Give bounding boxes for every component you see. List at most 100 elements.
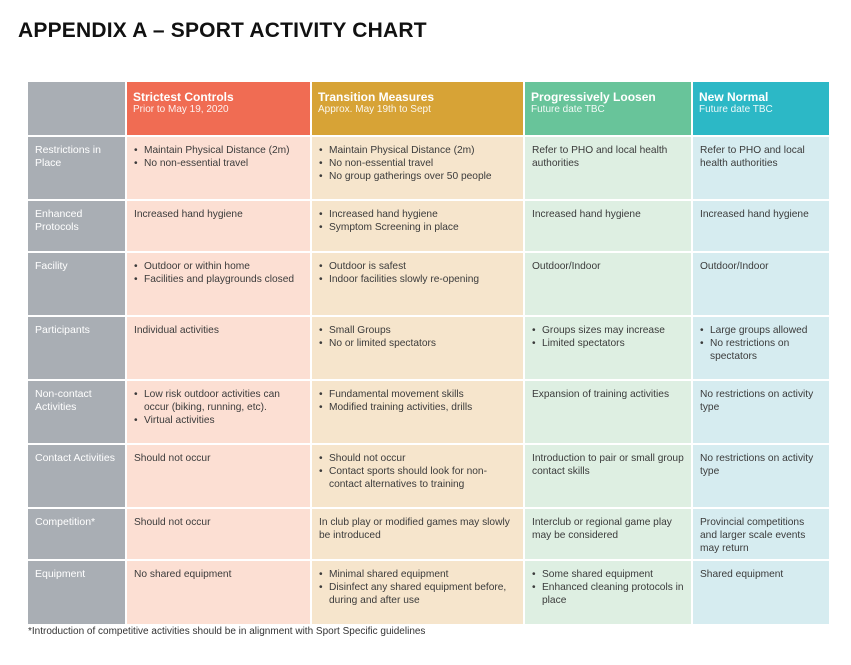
cell-text: Refer to PHO and local health authoritie… — [700, 145, 805, 169]
table-cell: Small GroupsNo or limited spectators — [312, 317, 523, 379]
bullet-list: Fundamental movement skillsModified trai… — [319, 388, 517, 414]
table-cell: Refer to PHO and local health authoritie… — [525, 137, 691, 199]
table-cell: Interclub or regional game play may be c… — [525, 509, 691, 559]
row-header: Non-contact Activities — [28, 381, 125, 443]
row-header: Participants — [28, 317, 125, 379]
bullet-list: Low risk outdoor activities can occur (b… — [134, 388, 304, 427]
row-header: Facility — [28, 253, 125, 315]
table-cell: Outdoor/Indoor — [693, 253, 829, 315]
page-title: APPENDIX A – SPORT ACTIVITY CHART — [18, 19, 427, 42]
column-subtitle: Prior to May 19, 2020 — [133, 104, 229, 115]
bullet-list: Outdoor is safestIndoor facilities slowl… — [319, 260, 517, 286]
cell-text: Interclub or regional game play may be c… — [532, 517, 672, 541]
table-cell: Fundamental movement skillsModified trai… — [312, 381, 523, 443]
cell-text: Shared equipment — [700, 569, 784, 580]
table-cell: Groups sizes may increaseLimited spectat… — [525, 317, 691, 379]
cell-text: Increased hand hygiene — [134, 209, 243, 220]
bullet-list: Outdoor or within homeFacilities and pla… — [134, 260, 304, 286]
table-cell: Expansion of training activities — [525, 381, 691, 443]
bullet-item: No or limited spectators — [319, 337, 517, 350]
bullet-list: Groups sizes may increaseLimited spectat… — [532, 324, 685, 350]
table-cell: Outdoor/Indoor — [525, 253, 691, 315]
column-title: Progressively Loosen — [531, 90, 656, 104]
row-header: Contact Activities — [28, 445, 125, 507]
bullet-item: Groups sizes may increase — [532, 324, 685, 337]
cell-text: No shared equipment — [134, 569, 232, 580]
table-cell: Increased hand hygiene — [525, 201, 691, 251]
bullet-item: Some shared equipment — [532, 568, 685, 581]
bullet-item: Minimal shared equipment — [319, 568, 517, 581]
table-cell: Refer to PHO and local health authoritie… — [693, 137, 829, 199]
column-header-strictest: Strictest Controls Prior to May 19, 2020 — [127, 82, 310, 135]
bullet-list: Increased hand hygieneSymptom Screening … — [319, 208, 517, 234]
cell-text: Outdoor/Indoor — [532, 261, 601, 272]
table-cell: Should not occur — [127, 509, 310, 559]
bullet-item: Increased hand hygiene — [319, 208, 517, 221]
table-cell: Introduction to pair or small group cont… — [525, 445, 691, 507]
table-cell: Should not occurContact sports should lo… — [312, 445, 523, 507]
bullet-item: Contact sports should look for non-conta… — [319, 465, 517, 491]
column-header-transition: Transition Measures Approx. May 19th to … — [312, 82, 523, 135]
column-title: Transition Measures — [318, 90, 435, 104]
bullet-item: No restrictions on spectators — [700, 337, 823, 363]
cell-text: Should not occur — [134, 517, 211, 528]
table-corner — [28, 82, 125, 135]
column-subtitle: Approx. May 19th to Sept — [318, 104, 431, 115]
bullet-list: Should not occurContact sports should lo… — [319, 452, 517, 491]
cell-text: Introduction to pair or small group cont… — [532, 453, 684, 477]
cell-text: Should not occur — [134, 453, 211, 464]
bullet-item: Virtual activities — [134, 414, 304, 427]
bullet-item: Limited spectators — [532, 337, 685, 350]
table-cell: No restrictions on activity type — [693, 381, 829, 443]
cell-text: No restrictions on activity type — [700, 453, 814, 477]
table-cell: Outdoor or within homeFacilities and pla… — [127, 253, 310, 315]
bullet-item: Fundamental movement skills — [319, 388, 517, 401]
table-cell: Increased hand hygieneSymptom Screening … — [312, 201, 523, 251]
table-cell: Outdoor is safestIndoor facilities slowl… — [312, 253, 523, 315]
column-header-new-normal: New Normal Future date TBC — [693, 82, 829, 135]
cell-text: No restrictions on activity type — [700, 389, 814, 413]
cell-text: Increased hand hygiene — [532, 209, 641, 220]
column-subtitle: Future date TBC — [531, 104, 605, 115]
bullet-item: Small Groups — [319, 324, 517, 337]
cell-text: Refer to PHO and local health authoritie… — [532, 145, 668, 169]
table-cell: Should not occur — [127, 445, 310, 507]
sport-activity-table: Strictest Controls Prior to May 19, 2020… — [28, 82, 829, 624]
bullet-item: Facilities and playgrounds closed — [134, 273, 304, 286]
table-cell: Minimal shared equipmentDisinfect any sh… — [312, 561, 523, 624]
bullet-item: Disinfect any shared equipment before, d… — [319, 581, 517, 607]
column-title: Strictest Controls — [133, 90, 234, 104]
table-cell: Low risk outdoor activities can occur (b… — [127, 381, 310, 443]
cell-text: Provincial competitions and larger scale… — [700, 517, 806, 554]
column-subtitle: Future date TBC — [699, 104, 773, 115]
bullet-item: Maintain Physical Distance (2m) — [319, 144, 517, 157]
row-header: Restrictions in Place — [28, 137, 125, 199]
bullet-list: Maintain Physical Distance (2m)No non-es… — [134, 144, 304, 170]
bullet-list: Maintain Physical Distance (2m)No non-es… — [319, 144, 517, 183]
bullet-item: No non-essential travel — [319, 157, 517, 170]
bullet-list: Small GroupsNo or limited spectators — [319, 324, 517, 350]
bullet-item: Enhanced cleaning protocols in place — [532, 581, 685, 607]
table-cell: Maintain Physical Distance (2m)No non-es… — [312, 137, 523, 199]
bullet-item: Maintain Physical Distance (2m) — [134, 144, 304, 157]
table-cell: Increased hand hygiene — [693, 201, 829, 251]
table-cell: Maintain Physical Distance (2m)No non-es… — [127, 137, 310, 199]
bullet-item: Outdoor is safest — [319, 260, 517, 273]
bullet-item: Indoor facilities slowly re-opening — [319, 273, 517, 286]
footnote: *Introduction of competitive activities … — [28, 626, 426, 637]
cell-text: Increased hand hygiene — [700, 209, 809, 220]
bullet-item: Should not occur — [319, 452, 517, 465]
table-cell: Increased hand hygiene — [127, 201, 310, 251]
cell-text: Expansion of training activities — [532, 389, 670, 400]
table-cell: Some shared equipmentEnhanced cleaning p… — [525, 561, 691, 624]
bullet-item: No group gatherings over 50 people — [319, 170, 517, 183]
cell-text: Individual activities — [134, 325, 219, 336]
bullet-list: Minimal shared equipmentDisinfect any sh… — [319, 568, 517, 607]
cell-text: Outdoor/Indoor — [700, 261, 769, 272]
column-title: New Normal — [699, 90, 769, 104]
bullet-list: Some shared equipmentEnhanced cleaning p… — [532, 568, 685, 607]
bullet-item: Outdoor or within home — [134, 260, 304, 273]
bullet-list: Large groups allowedNo restrictions on s… — [700, 324, 823, 363]
table-cell: Shared equipment — [693, 561, 829, 624]
bullet-item: No non-essential travel — [134, 157, 304, 170]
